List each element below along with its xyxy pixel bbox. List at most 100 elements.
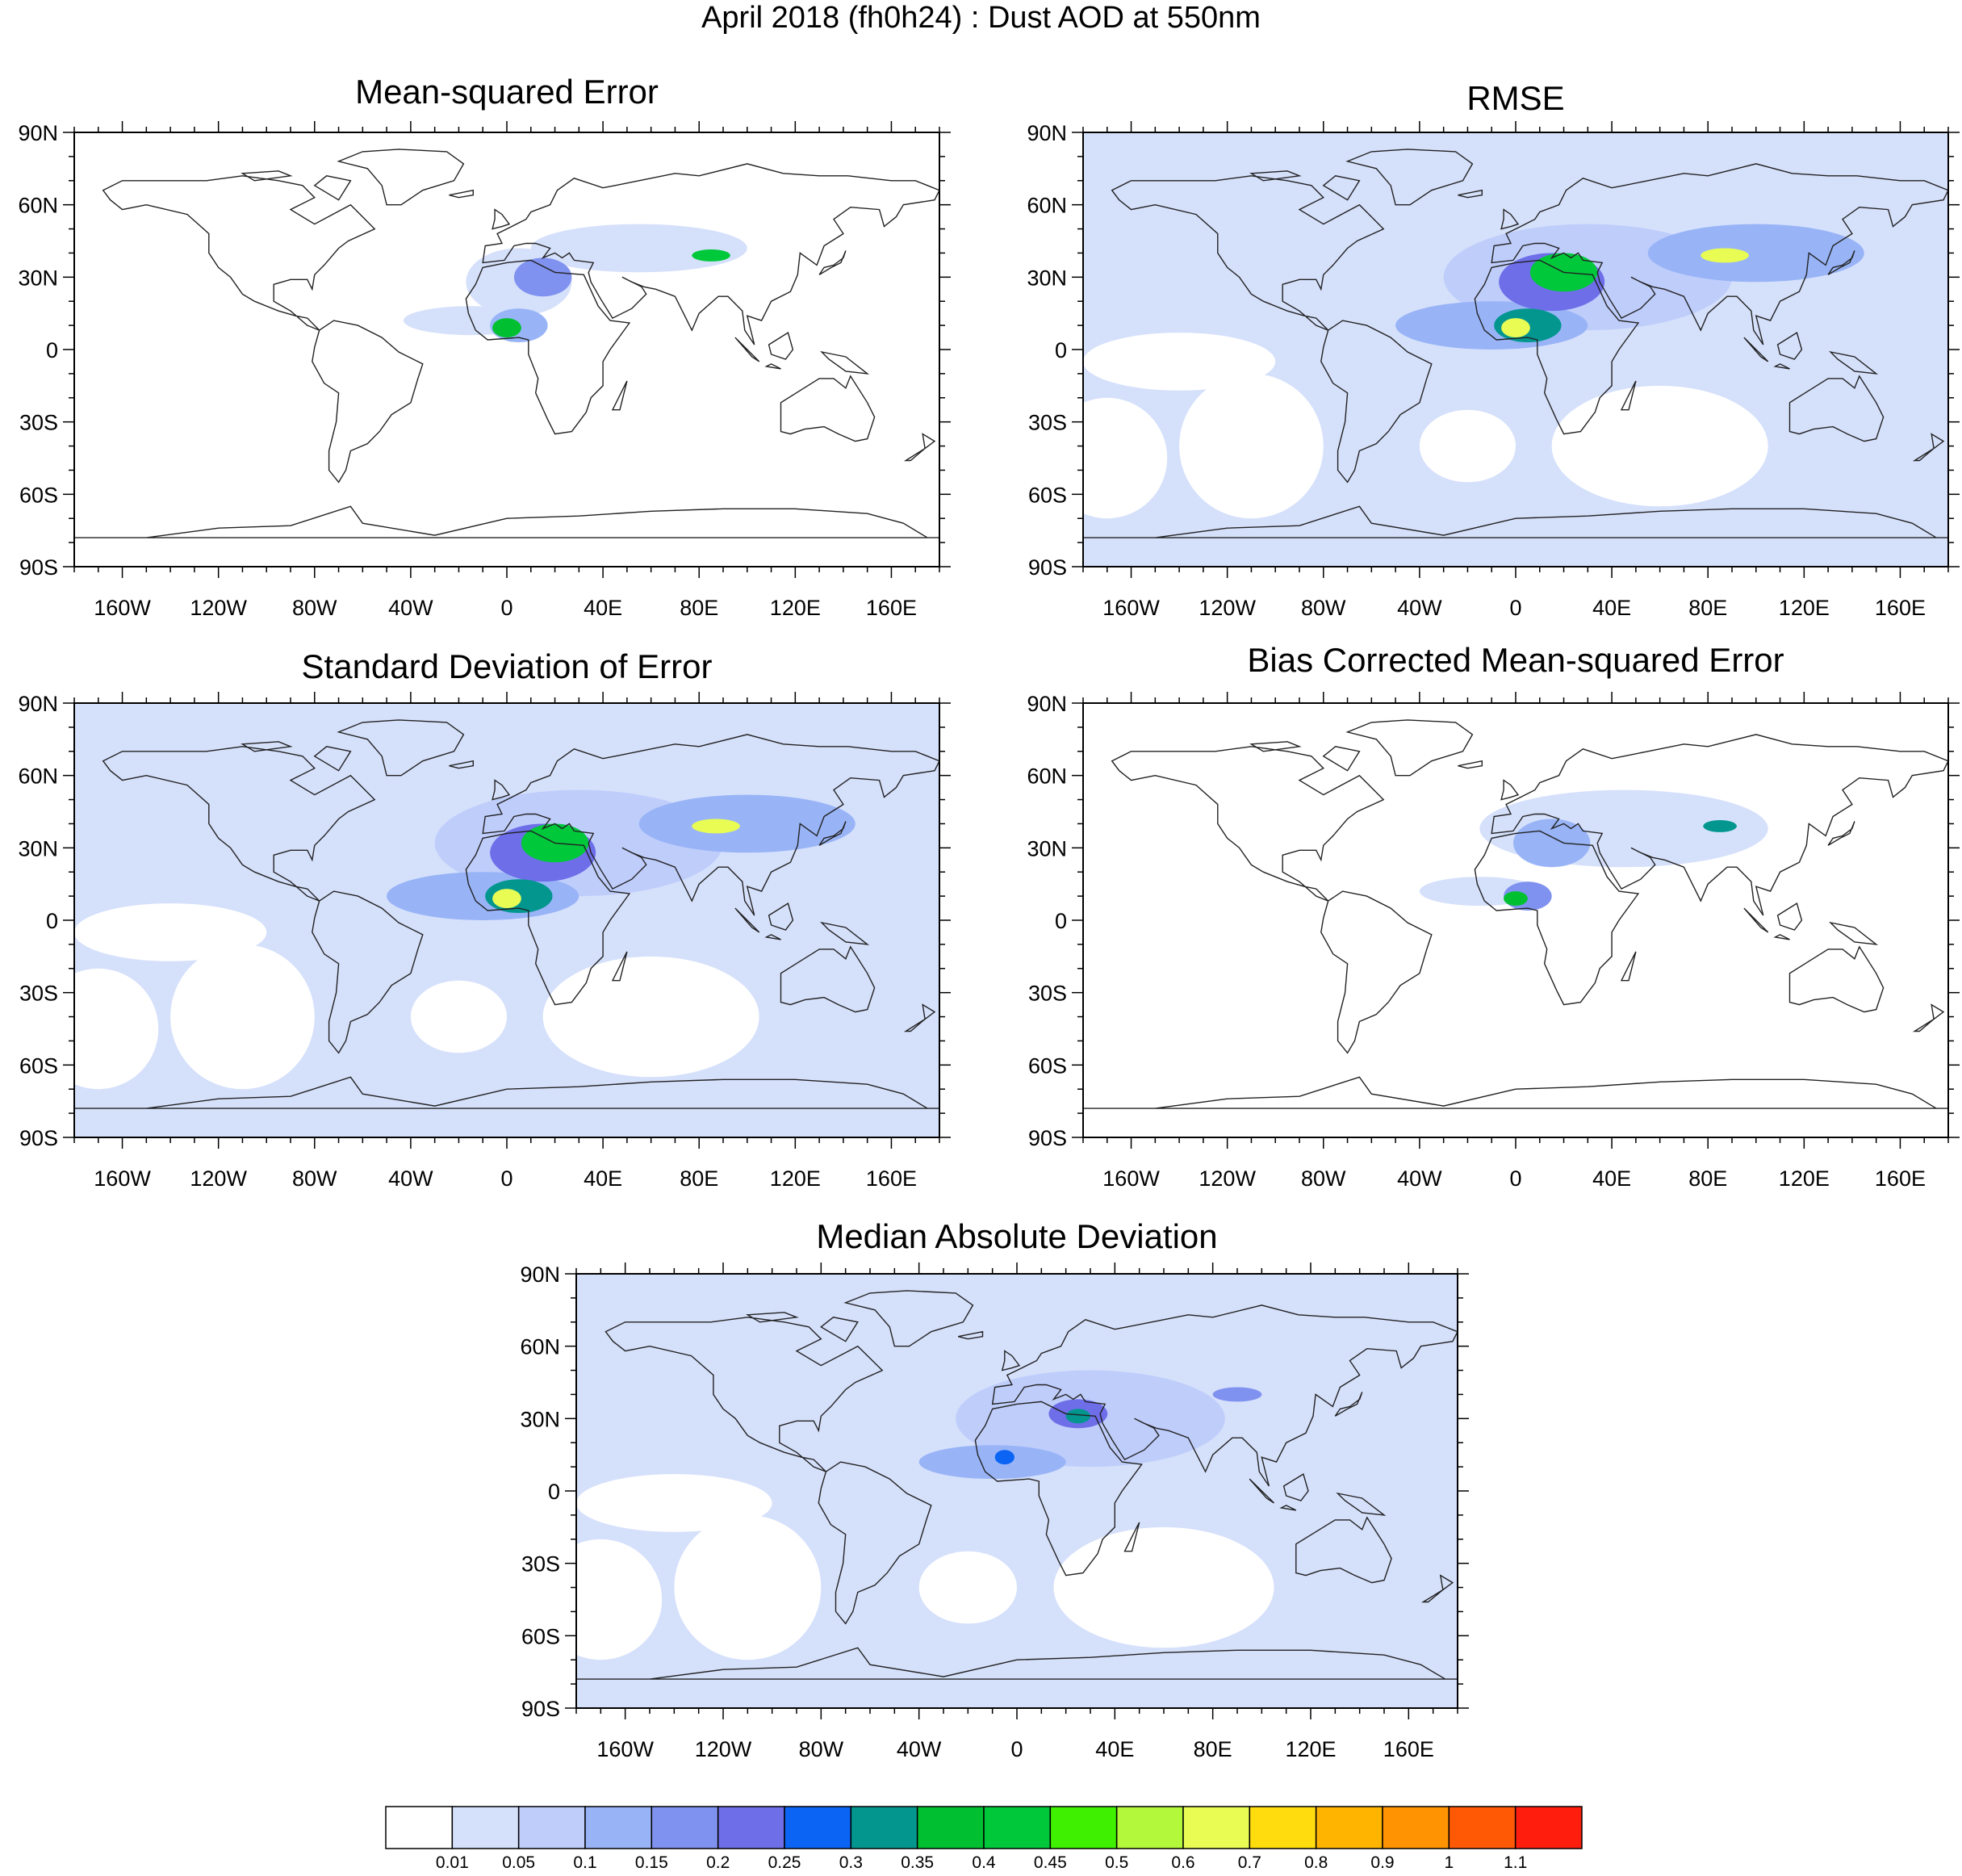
low-value-region: [1083, 397, 1168, 519]
lon-tick-label: 0: [1509, 1166, 1521, 1191]
coastline: [1336, 1492, 1387, 1516]
lon-tick-label: 40E: [1592, 1166, 1631, 1191]
coastline: [843, 1290, 974, 1347]
coastline: [1345, 719, 1474, 777]
coastline: [1773, 934, 1790, 940]
coastline: [1827, 250, 1855, 275]
lon-tick-label: 160W: [1102, 1166, 1160, 1191]
lat-tick-label: 60S: [1028, 483, 1067, 507]
coastline: [1828, 921, 1879, 945]
lat-tick-label: 30S: [1028, 982, 1067, 1006]
low-value-region: [74, 903, 267, 961]
coastline: [1827, 821, 1855, 846]
aod-contour-region: [918, 1445, 1066, 1480]
coastline: [241, 170, 293, 182]
lon-tick-label: 80W: [1301, 596, 1346, 620]
colorbar-label: 1: [1444, 1853, 1454, 1870]
lon-tick-label: 160E: [1875, 596, 1926, 620]
colorbar: 0.01 0.05 0.1 0.15 0.2 0.25 0.3 0.35 0.4 0.45 0.5 0…: [385, 1806, 1583, 1870]
low-value-region: [1083, 333, 1276, 391]
colorbar-label: 0.25: [768, 1853, 801, 1870]
coastline: [1320, 890, 1433, 1054]
lon-tick-label: 120W: [695, 1737, 752, 1761]
coastline: [74, 1076, 939, 1109]
lat-tick-label: 60N: [18, 194, 58, 218]
colorbar-label: 0.2: [706, 1853, 730, 1870]
lat-tick-label: 60S: [19, 483, 58, 507]
lon-tick-label: 80E: [1194, 1737, 1232, 1761]
coastline: [745, 1312, 799, 1323]
colorbar-box: [1315, 1806, 1383, 1849]
lat-tick-label: 90S: [1028, 1126, 1067, 1150]
aod-contour-region: [1513, 819, 1591, 868]
coastline: [780, 375, 876, 442]
coastline: [1491, 734, 1948, 916]
lon-tick-label: 40E: [1592, 596, 1631, 620]
low-value-region: [674, 1514, 822, 1660]
coastline: [768, 332, 794, 360]
lat-tick-label: 90N: [18, 121, 58, 145]
field-background: [1083, 703, 1948, 1137]
lat-tick-label: 60S: [521, 1624, 560, 1648]
colorbar-box: [1115, 1806, 1184, 1849]
aod-contour-region: [1065, 1409, 1091, 1424]
lat-tick-label: 90S: [521, 1697, 560, 1721]
aod-contour-region: [994, 1450, 1014, 1465]
coastline: [1828, 350, 1879, 375]
lon-tick-label: 120E: [770, 596, 821, 620]
coastline: [1474, 259, 1640, 435]
colorbar-label: 0.9: [1370, 1853, 1394, 1870]
coastline: [820, 1317, 859, 1342]
colorbar-box: [651, 1806, 719, 1849]
lon-tick-label: 160W: [1102, 596, 1160, 620]
colorbar-label: 0.05: [502, 1853, 535, 1870]
lat-tick-label: 60S: [19, 1053, 58, 1078]
coastline: [449, 760, 474, 769]
aod-contour-region: [1703, 819, 1737, 832]
colorbar-label: 1.1: [1504, 1853, 1527, 1870]
coastline: [903, 1003, 936, 1032]
low-value-region: [576, 1474, 772, 1532]
coastline: [102, 175, 376, 331]
field-background: [74, 132, 939, 567]
colorbar-label: 0.5: [1105, 1853, 1128, 1870]
coastline: [241, 741, 293, 752]
colorbar-label: 0.7: [1238, 1853, 1261, 1870]
colorbar-box: [916, 1806, 985, 1849]
coastline: [1421, 1574, 1454, 1603]
colorbar-box: [983, 1806, 1052, 1849]
lon-tick-label: 40W: [1397, 1166, 1442, 1191]
coastline: [1111, 175, 1385, 331]
coastline: [768, 902, 794, 931]
coastline: [1912, 1003, 1945, 1032]
lat-tick-label: 60N: [1027, 194, 1067, 218]
coastline: [611, 380, 628, 411]
colorbar-box: [717, 1806, 785, 1849]
colorbar-box: [1448, 1806, 1516, 1849]
colorbar-box: [1514, 1806, 1583, 1849]
aod-contour-region: [692, 819, 740, 834]
coastline: [1322, 746, 1361, 772]
lat-tick-label: 30N: [18, 836, 58, 861]
coastline: [313, 746, 352, 772]
low-value-region: [1551, 385, 1768, 507]
coastline: [903, 433, 936, 462]
coastline: [1123, 1522, 1140, 1552]
lat-tick-label: 30S: [19, 411, 58, 435]
lon-tick-label: 160E: [1875, 1166, 1926, 1191]
aod-contour-region: [1701, 248, 1749, 263]
lat-tick-label: 30N: [1027, 266, 1067, 290]
aod-contour-region: [1212, 1387, 1262, 1402]
coastline: [1001, 1350, 1021, 1371]
lon-tick-label: 40W: [897, 1737, 942, 1761]
lon-tick-label: 160E: [866, 1166, 917, 1191]
colorbar-label: 0.4: [972, 1853, 996, 1870]
lat-tick-label: 0: [548, 1480, 560, 1504]
lat-tick-label: 30N: [520, 1407, 560, 1431]
coastline: [818, 250, 847, 275]
aod-contour-region: [1501, 318, 1530, 338]
coastline: [337, 719, 465, 777]
